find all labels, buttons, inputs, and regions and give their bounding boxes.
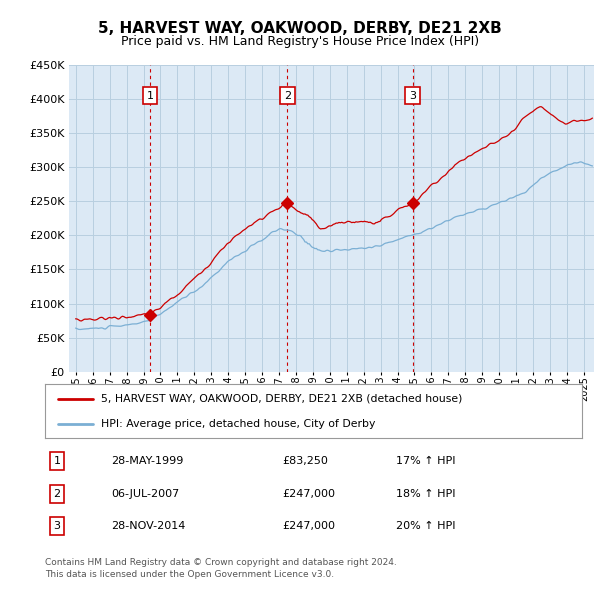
Text: 5, HARVEST WAY, OAKWOOD, DERBY, DE21 2XB (detached house): 5, HARVEST WAY, OAKWOOD, DERBY, DE21 2XB… <box>101 394 463 404</box>
Text: This data is licensed under the Open Government Licence v3.0.: This data is licensed under the Open Gov… <box>45 570 334 579</box>
Text: Price paid vs. HM Land Registry's House Price Index (HPI): Price paid vs. HM Land Registry's House … <box>121 35 479 48</box>
Text: 2: 2 <box>284 91 291 100</box>
Text: HPI: Average price, detached house, City of Derby: HPI: Average price, detached house, City… <box>101 419 376 429</box>
Text: 3: 3 <box>409 91 416 100</box>
Text: 06-JUL-2007: 06-JUL-2007 <box>111 489 179 499</box>
Text: 3: 3 <box>53 522 61 531</box>
Text: £247,000: £247,000 <box>282 489 335 499</box>
Text: 2: 2 <box>53 489 61 499</box>
Text: Contains HM Land Registry data © Crown copyright and database right 2024.: Contains HM Land Registry data © Crown c… <box>45 558 397 568</box>
Text: 1: 1 <box>146 91 154 100</box>
Text: 5, HARVEST WAY, OAKWOOD, DERBY, DE21 2XB: 5, HARVEST WAY, OAKWOOD, DERBY, DE21 2XB <box>98 21 502 36</box>
Text: 17% ↑ HPI: 17% ↑ HPI <box>396 457 455 466</box>
Text: 20% ↑ HPI: 20% ↑ HPI <box>396 522 455 531</box>
Text: 28-NOV-2014: 28-NOV-2014 <box>111 522 185 531</box>
Text: 1: 1 <box>53 457 61 466</box>
Text: 18% ↑ HPI: 18% ↑ HPI <box>396 489 455 499</box>
Text: £83,250: £83,250 <box>282 457 328 466</box>
Text: £247,000: £247,000 <box>282 522 335 531</box>
Text: 28-MAY-1999: 28-MAY-1999 <box>111 457 184 466</box>
